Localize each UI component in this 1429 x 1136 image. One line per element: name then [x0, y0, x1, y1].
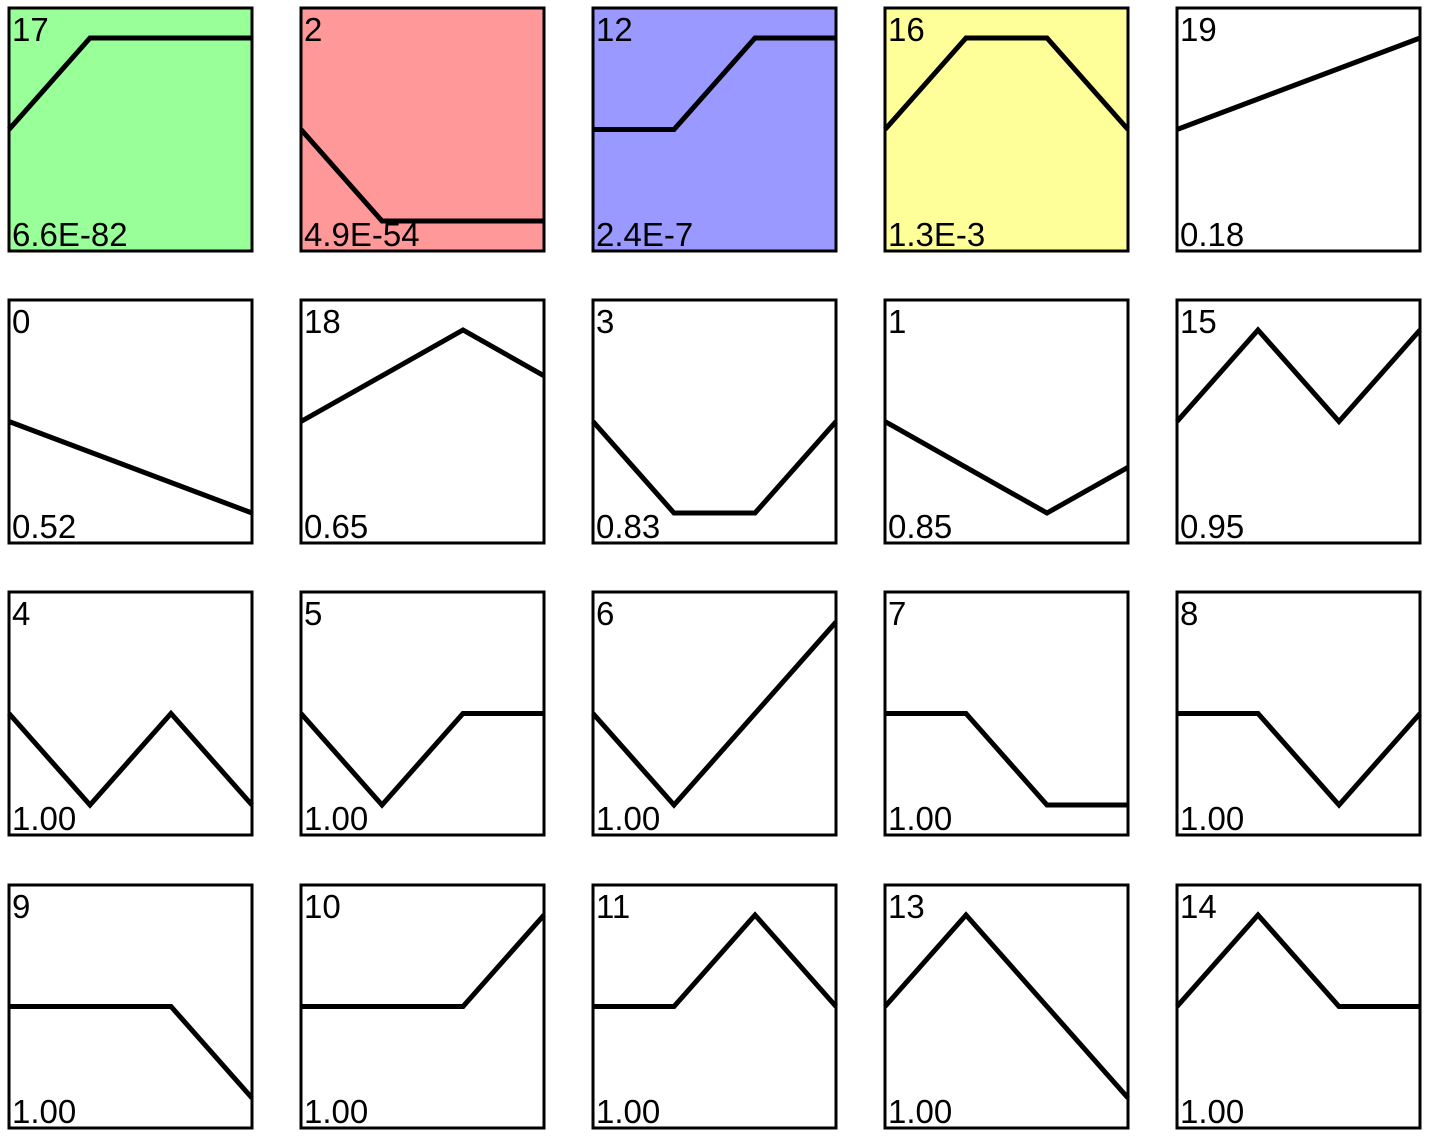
profile-line-9: [9, 1004, 254, 1100]
profile-line-1: [883, 419, 1130, 516]
profile-id-label: 15: [1180, 303, 1217, 340]
profile-id-label: 8: [1180, 595, 1198, 632]
profile-id-label: 3: [596, 303, 614, 340]
profile-line-0: [8, 419, 253, 516]
profile-pvalue-label: 1.00: [596, 1093, 660, 1130]
profile-id-label: 11: [596, 888, 630, 925]
profile-line-14: [1175, 911, 1420, 1009]
profile-id-label: 18: [304, 303, 341, 340]
profile-panel-14: 141.00: [1175, 883, 1422, 1130]
profile-panel-3: 30.83: [591, 298, 838, 545]
profile-panel-0: 00.52: [7, 298, 254, 545]
profile-panel-11: 111.00: [591, 883, 838, 1130]
profile-line-10: [301, 913, 546, 1009]
profile-id-label: 2: [304, 11, 322, 48]
profile-pvalue-label: 1.3E-3: [888, 216, 985, 253]
profile-line-16: [883, 35, 1130, 132]
profile-pvalue-label: 6.6E-82: [12, 216, 128, 253]
profile-id-label: 6: [596, 595, 614, 632]
profile-line-11: [593, 911, 838, 1009]
profile-line-3: [591, 419, 838, 516]
profile-line-6: [591, 620, 838, 809]
profile-id-label: 7: [888, 595, 906, 632]
profile-id-label: 5: [304, 595, 322, 632]
profile-pvalue-label: 0.85: [888, 508, 952, 545]
profile-id-label: 16: [888, 11, 925, 48]
profile-panel-19: 190.18: [1175, 6, 1422, 253]
profile-panel-15: 150.95: [1175, 298, 1422, 545]
profile-pvalue-label: 1.00: [596, 800, 660, 837]
profile-pvalue-label: 4.9E-54: [304, 216, 420, 253]
profile-pvalue-label: 1.00: [12, 800, 76, 837]
profile-box-0: [7, 298, 254, 545]
profile-pvalue-label: 1.00: [304, 1093, 368, 1130]
profile-line-12: [593, 35, 836, 132]
profile-id-label: 1: [888, 303, 906, 340]
profile-panel-1: 10.85: [883, 298, 1130, 545]
profile-line-5: [299, 711, 544, 809]
profile-box-2: [299, 6, 546, 253]
profile-id-label: 19: [1180, 11, 1217, 48]
profile-box-16: [883, 6, 1130, 253]
profile-box-4: [7, 590, 254, 837]
profile-panel-12: 12 2.4E-7: [591, 6, 838, 253]
profile-panel-13: 131.00: [883, 883, 1130, 1130]
profile-id-label: 9: [12, 888, 30, 925]
profile-id-label: 10: [304, 888, 341, 925]
profile-box-18: [299, 298, 546, 545]
profile-box-17: [7, 6, 254, 253]
profile-pvalue-label: 0.83: [596, 508, 660, 545]
profile-line-8: [1177, 711, 1422, 809]
profile-line-13: [883, 911, 1130, 1100]
profile-line-4: [7, 709, 254, 809]
profile-pvalue-label: 0.18: [1180, 216, 1244, 253]
profile-pvalue-label: 1.00: [12, 1093, 76, 1130]
profile-panel-10: 101.00: [299, 883, 546, 1130]
profile-id-label: 14: [1180, 888, 1217, 925]
profile-id-label: 0: [12, 303, 30, 340]
profile-line-15: [1175, 326, 1422, 426]
profile-line-17: [7, 35, 252, 132]
profile-line-19: [1176, 35, 1421, 132]
profile-id-label: 12: [596, 11, 633, 48]
profile-panel-17: 17 6.6E-82: [7, 6, 254, 253]
profile-box-13: [883, 883, 1130, 1130]
profile-pvalue-label: 1.00: [1180, 1093, 1244, 1130]
profile-id-label: 4: [12, 595, 30, 632]
profile-panel-2: 2 4.9E-54: [299, 6, 546, 253]
profile-panel-4: 41.00: [7, 590, 254, 837]
profile-line-18: [299, 327, 546, 424]
profile-box-3: [591, 298, 838, 545]
profile-pvalue-label: 1.00: [1180, 800, 1244, 837]
profile-panel-7: 71.00: [883, 590, 1130, 837]
profile-id-label: 13: [888, 888, 925, 925]
profile-pvalue-label: 0.95: [1180, 508, 1244, 545]
profile-panel-18: 180.65: [299, 298, 546, 545]
profile-box-6: [591, 590, 838, 837]
profile-panel-16: 16 1.3E-3: [883, 6, 1130, 253]
profile-pvalue-label: 1.00: [888, 800, 952, 837]
profile-pvalue-label: 2.4E-7: [596, 216, 693, 253]
profile-panel-6: 61.00: [591, 590, 838, 837]
profile-panel-8: 81.00: [1175, 590, 1422, 837]
profile-panel-5: 51.00: [299, 590, 546, 837]
profile-line-7: [885, 711, 1128, 808]
profile-pvalue-label: 1.00: [888, 1093, 952, 1130]
profile-id-label: 17: [12, 11, 49, 48]
profile-box-1: [883, 298, 1130, 545]
profile-panel-9: 91.00: [7, 883, 254, 1130]
profile-line-2: [299, 127, 544, 224]
profile-pvalue-label: 1.00: [304, 800, 368, 837]
profile-pvalue-label: 0.65: [304, 508, 368, 545]
profile-pvalue-label: 0.52: [12, 508, 76, 545]
profile-box-15: [1175, 298, 1422, 545]
